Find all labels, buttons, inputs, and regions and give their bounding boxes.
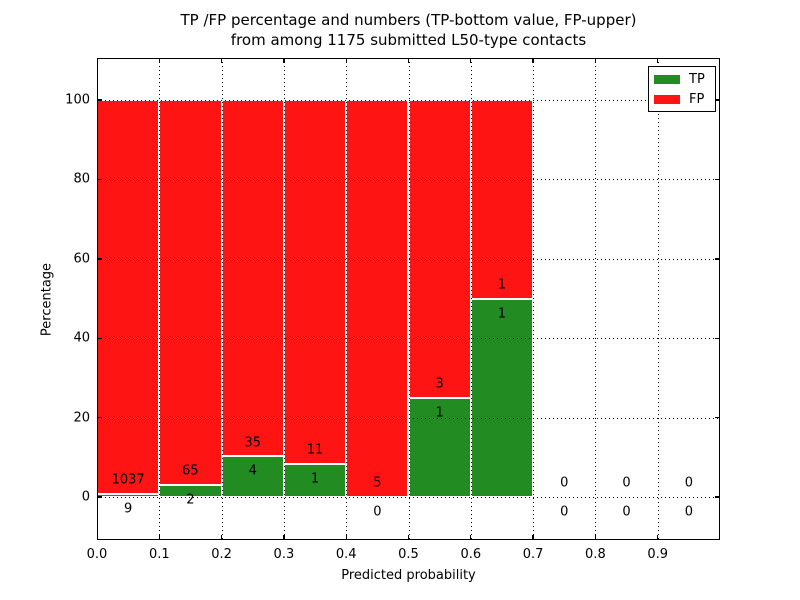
tp-count-label: 0 bbox=[684, 504, 693, 520]
fp-legend-swatch bbox=[654, 94, 680, 104]
x-tick-mark bbox=[470, 535, 472, 540]
fp-bar-segment bbox=[470, 100, 534, 299]
fp-bar-segment bbox=[97, 100, 160, 494]
y-tick-mark-right bbox=[715, 178, 720, 181]
fp-count-label: 11 bbox=[306, 442, 324, 458]
x-tick-mark bbox=[594, 535, 597, 540]
y-tick-mark-right bbox=[715, 99, 720, 101]
x-tick-mark bbox=[532, 535, 534, 540]
x-tick-label: 0.7 bbox=[522, 547, 544, 562]
tp-bar-segment bbox=[283, 464, 347, 498]
tp-count-label: 9 bbox=[124, 501, 133, 517]
x-gridline bbox=[159, 58, 161, 540]
y-tick-mark-right bbox=[715, 496, 720, 498]
x-gridline bbox=[595, 58, 597, 540]
x-tick-label: 0.0 bbox=[86, 547, 108, 562]
x-tick-label: 0.4 bbox=[335, 547, 357, 562]
tp-legend-swatch bbox=[654, 74, 680, 84]
x-tick-mark bbox=[158, 535, 160, 540]
x-tick-mark bbox=[345, 535, 347, 540]
y-axis-label: Percentage bbox=[39, 262, 55, 337]
x-tick-label: 0.3 bbox=[273, 547, 295, 562]
x-tick-mark bbox=[283, 535, 285, 540]
legend-row: TP bbox=[649, 71, 715, 87]
plot-area: 1037 9 65 2 35 4 11 1 5 0 3 1 1 1 0 0 0 0 0 0 bbox=[97, 58, 720, 540]
y-tick-mark bbox=[97, 178, 102, 181]
y-tick-mark-right bbox=[715, 258, 720, 260]
legend-row: FP bbox=[649, 91, 715, 107]
x-tick-label: 0.9 bbox=[647, 547, 669, 562]
x-axis-label: Predicted probability bbox=[341, 568, 476, 583]
y-tick-label: 40 bbox=[73, 330, 90, 346]
tp-bar-segment bbox=[470, 298, 534, 498]
fp-count-label: 0 bbox=[622, 475, 631, 491]
y-tick-label: 20 bbox=[73, 410, 90, 426]
fp-count-label: 3 bbox=[435, 376, 444, 392]
fp-count-label: 1 bbox=[497, 277, 507, 293]
legend-label: TP bbox=[689, 71, 705, 87]
y-tick-mark-right bbox=[715, 337, 720, 339]
tp-count-label: 2 bbox=[186, 492, 195, 508]
y-tick-mark bbox=[97, 417, 102, 419]
y-tick-mark bbox=[97, 99, 102, 101]
tp-count-label: 0 bbox=[373, 504, 382, 520]
fp-count-label: 0 bbox=[684, 475, 693, 491]
chart-title: TP /FP percentage and numbers (TP-bottom… bbox=[97, 10, 720, 50]
x-gridline bbox=[470, 58, 472, 540]
x-tick-mark-top bbox=[470, 58, 472, 63]
fp-bar-segment bbox=[159, 100, 222, 486]
x-tick-label: 0.1 bbox=[148, 547, 170, 562]
x-tick-mark bbox=[220, 535, 223, 540]
y-tick-label: 100 bbox=[65, 92, 90, 108]
fp-count-label: 65 bbox=[182, 463, 199, 479]
x-gridline bbox=[346, 58, 348, 540]
x-tick-mark-top bbox=[657, 58, 659, 63]
x-gridline bbox=[533, 58, 535, 540]
y-tick-label: 0 bbox=[81, 489, 90, 505]
tp-count-label: 4 bbox=[248, 463, 257, 479]
x-gridline bbox=[657, 58, 659, 540]
x-tick-label: 0.6 bbox=[460, 547, 482, 562]
y-tick-label: 80 bbox=[73, 171, 90, 187]
x-gridline bbox=[408, 58, 410, 540]
x-tick-mark-top bbox=[532, 58, 534, 63]
legend-label: FP bbox=[689, 91, 705, 107]
fp-count-label: 35 bbox=[244, 435, 262, 450]
fp-bar-segment bbox=[408, 100, 471, 398]
x-tick-label: 0.5 bbox=[398, 547, 419, 562]
tp-count-label: 0 bbox=[622, 504, 631, 520]
tp-count-label: 0 bbox=[560, 504, 569, 520]
x-tick-mark-top bbox=[594, 58, 597, 63]
x-tick-mark-top bbox=[220, 58, 223, 63]
x-tick-mark bbox=[407, 535, 410, 540]
fp-bar-segment bbox=[283, 100, 347, 465]
x-tick-label: 0.8 bbox=[585, 547, 606, 562]
legend: TP FP bbox=[648, 66, 716, 112]
fp-bar-segment bbox=[346, 100, 409, 498]
y-tick-mark bbox=[97, 496, 102, 498]
fp-count-label: 5 bbox=[373, 475, 382, 491]
x-tick-mark bbox=[657, 535, 659, 540]
tp-count-label: 1 bbox=[435, 405, 444, 421]
tp-count-label: 1 bbox=[310, 471, 320, 487]
y-tick-mark-right bbox=[715, 417, 720, 419]
chart-title-line2: from among 1175 submitted L50-type conta… bbox=[230, 31, 587, 49]
chart-title-line1: TP /FP percentage and numbers (TP-bottom… bbox=[180, 11, 637, 29]
fp-bar-segment bbox=[221, 100, 284, 457]
x-gridline bbox=[283, 58, 285, 540]
x-tick-mark-top bbox=[158, 58, 160, 63]
y-tick-mark bbox=[97, 258, 102, 260]
x-tick-label: 0.2 bbox=[211, 547, 232, 562]
fp-count-label: 0 bbox=[560, 475, 569, 491]
y-tick-mark bbox=[97, 337, 102, 339]
y-tick-label: 60 bbox=[73, 251, 90, 267]
tp-count-label: 1 bbox=[497, 306, 507, 322]
x-tick-mark-top bbox=[407, 58, 410, 63]
tp-bar-segment bbox=[221, 456, 284, 498]
fp-count-label: 1037 bbox=[111, 472, 145, 488]
x-tick-mark-top bbox=[283, 58, 285, 63]
x-tick-mark-top bbox=[345, 58, 347, 63]
x-gridline bbox=[221, 58, 223, 540]
